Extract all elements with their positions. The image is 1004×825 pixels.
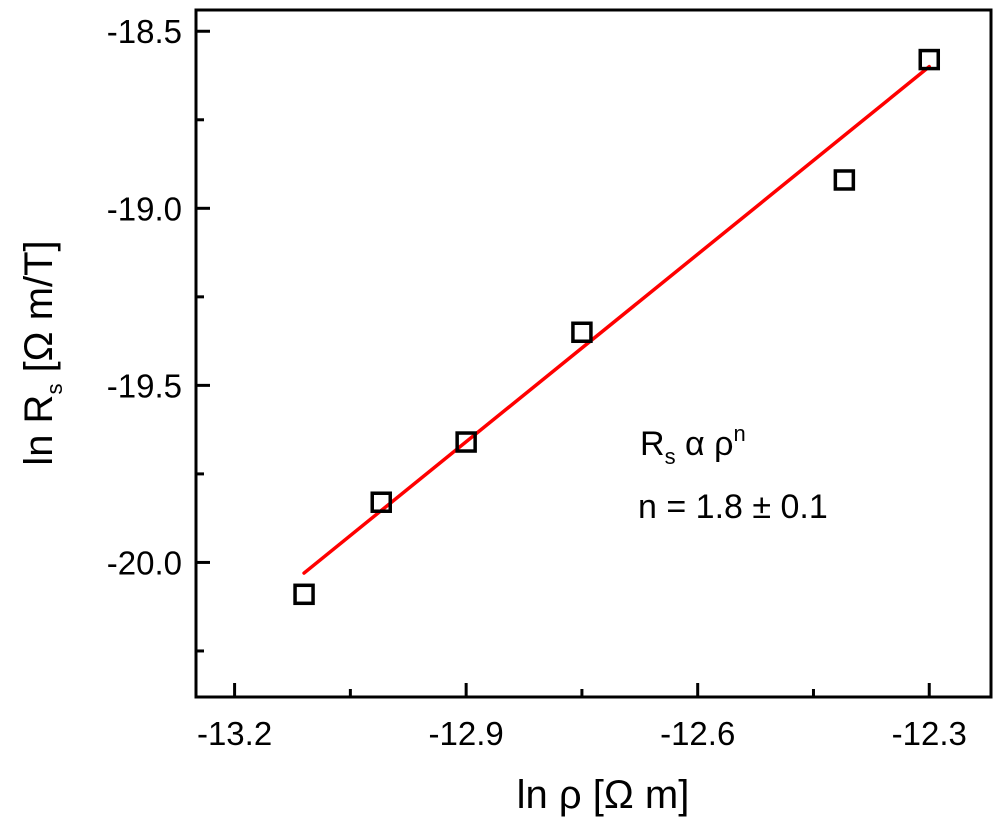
y-tick-label: -20.0 xyxy=(107,544,182,581)
y-axis: -20.0 -19.5 -19.0 -18.5 xyxy=(107,13,210,653)
annotation-sup: n xyxy=(733,421,745,446)
x-tick-label: -12.6 xyxy=(660,715,735,752)
data-point xyxy=(571,321,593,344)
y-label-prefix: ln R xyxy=(17,395,61,466)
data-point xyxy=(455,431,477,453)
annotation-relation: Rs α ρn xyxy=(640,421,746,469)
x-tick-label: -13.2 xyxy=(197,715,272,752)
x-label-prefix: ln xyxy=(517,773,559,817)
x-tick-label: -12.9 xyxy=(429,715,504,752)
annotation-fit-result: n = 1.8 ± 0.1 xyxy=(638,488,828,526)
data-point xyxy=(370,491,392,513)
y-axis-label: ln Rs [Ω m/T] xyxy=(17,240,67,465)
y-tick-label: -18.5 xyxy=(107,13,182,50)
x-axis: -13.2 -12.9 -12.6 -12.3 xyxy=(197,683,967,752)
fit-line-layer xyxy=(302,64,932,575)
annotation-alpha: α ρ xyxy=(676,425,734,463)
x-label-symbol: ρ xyxy=(559,773,582,817)
y-label-unit: [Ω m/T] xyxy=(17,240,61,383)
data-point xyxy=(833,169,856,191)
annotation-base: R xyxy=(640,425,665,463)
y-label-sub: s xyxy=(42,384,67,395)
x-label-unit: [Ω m] xyxy=(582,773,690,817)
annotation-sub: s xyxy=(665,444,676,469)
data-points xyxy=(293,48,941,606)
y-tick-label: -19.5 xyxy=(107,367,182,404)
plot-frame xyxy=(194,8,993,699)
fit-line xyxy=(302,64,932,575)
x-tick-label: -12.3 xyxy=(892,715,967,752)
data-point xyxy=(918,48,941,71)
data-point xyxy=(293,583,315,606)
x-axis-label: ln ρ [Ω m] xyxy=(517,773,690,817)
y-tick-label: -19.0 xyxy=(107,190,182,227)
